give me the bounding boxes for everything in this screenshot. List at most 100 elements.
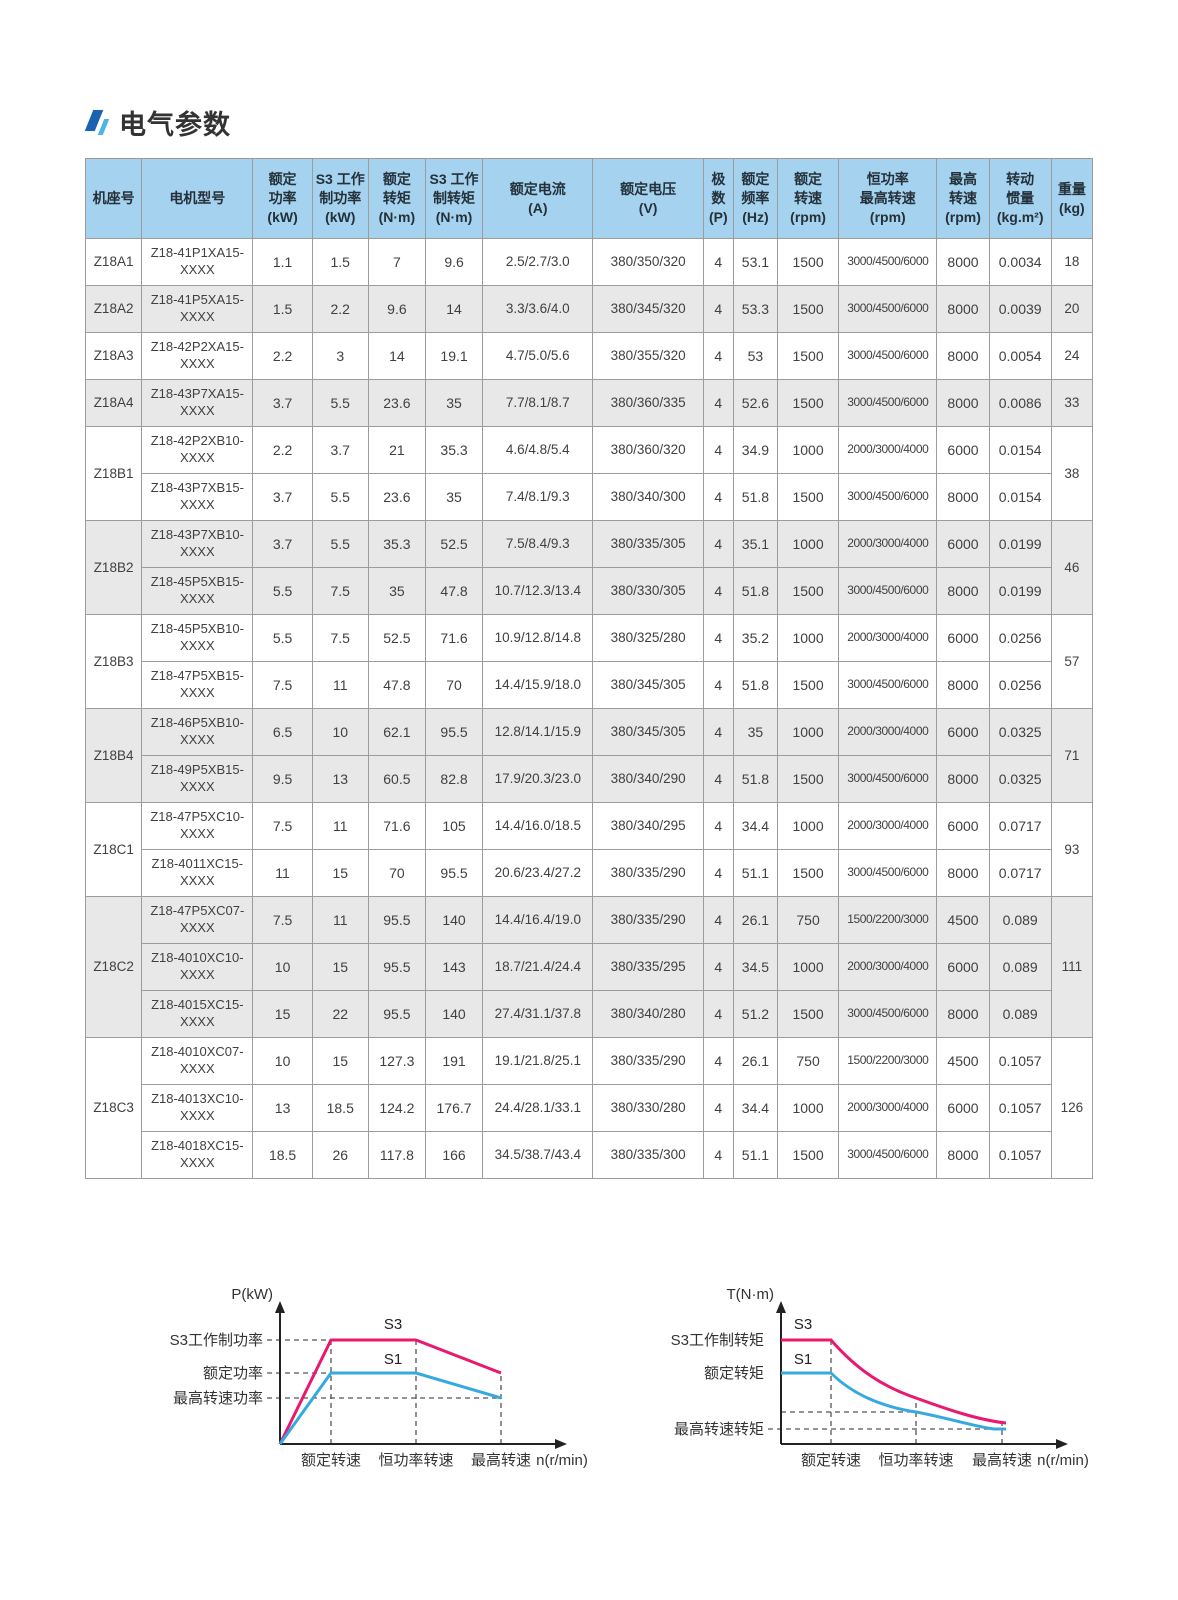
table-row: Z18A1 Z18-41P1XA15- XXXX 1.1 1.5 7 9.6 2.5/2.7… [84, 238, 1094, 286]
table-cell: 24.4/28.1/33.1 [482, 1084, 594, 1132]
column-header: 极数 (P) [702, 158, 734, 239]
table-cell: 95.5 [424, 849, 484, 897]
table-cell: Z18-46P5XB10- XXXX [141, 708, 254, 756]
table-cell: 5.5 [252, 614, 313, 662]
table-cell: 1000 [776, 708, 840, 756]
table-cell: 2000/3000/4000 [838, 426, 938, 474]
table-cell: 0.0256 [988, 661, 1052, 709]
section-title-row: 电气参数 [84, 103, 1093, 142]
table-cell: 7.5 [311, 614, 369, 662]
page-title: 电气参数 [119, 110, 231, 140]
table-row: Z18A4 Z18-43P7XA15- XXXX 3.7 5.5 23.6 35 7.7/8… [84, 379, 1094, 427]
table-cell: 2.5/2.7/3.0 [482, 238, 594, 286]
table-cell: 380/340/295 [592, 802, 704, 850]
s3-power-curve [278, 1338, 502, 1445]
table-cell: 4 [702, 567, 734, 615]
table-cell: 0.0717 [988, 849, 1052, 897]
table-row: Z18-4018XC15- XXXX 18.5 26 117.8 166 34.5/38.… [86, 1131, 1093, 1179]
table-cell: 51.8 [732, 473, 778, 521]
table-cell: 47.8 [424, 567, 484, 615]
column-header: 额定电压 (V) [592, 158, 704, 239]
table-cell: 51.2 [732, 990, 778, 1038]
table-cell: 0.0054 [988, 332, 1052, 380]
table-cell: 3.7 [311, 426, 369, 474]
column-header: 额定 转矩 (N·m) [367, 158, 426, 239]
power-chart-guides [267, 1339, 502, 1444]
table-cell: 20 [1050, 285, 1094, 333]
s1-power-curve [278, 1371, 502, 1445]
table-cell: Z18B3 [84, 614, 143, 709]
table-cell: 35 [424, 379, 484, 427]
table-cell: 0.0325 [988, 708, 1052, 756]
table-cell: 38 [1050, 426, 1094, 521]
table-cell: 380/360/335 [592, 379, 704, 427]
table-cell: 11 [311, 661, 369, 709]
table-cell: 2.2 [252, 332, 313, 380]
table-cell: 35 [367, 567, 426, 615]
column-header: 最高 转速 (rpm) [936, 158, 990, 239]
torque-chart-guides [768, 1340, 1003, 1444]
table-cell: 3.7 [252, 379, 313, 427]
table-row: Z18-4015XC15- XXXX 15 22 95.5 140 27.4/31.1/3… [86, 990, 1093, 1038]
table-cell: 1500 [776, 755, 840, 803]
table-cell: Z18-41P1XA15- XXXX [141, 238, 254, 286]
table-cell: 4 [702, 614, 734, 662]
table-cell: 4 [702, 661, 734, 709]
table-cell: 53 [732, 332, 778, 380]
table-cell: 2.2 [252, 426, 313, 474]
table-cell: 0.0086 [988, 379, 1052, 427]
lightning-slash-icon [84, 107, 111, 139]
table-cell: 8000 [936, 755, 990, 803]
spec-table-body: Z18A1 Z18-41P1XA15- XXXX 1.1 1.5 7 9.6 2.5/2.7… [84, 238, 1094, 1179]
table-cell: 15 [252, 990, 313, 1038]
table-cell: 0.0325 [988, 755, 1052, 803]
column-header: 额定电流 (A) [482, 158, 594, 239]
table-cell: 71.6 [367, 802, 426, 850]
table-row: Z18B4 Z18-46P5XB10- XXXX 6.5 10 62.1 95.5 12.8… [84, 708, 1094, 803]
table-cell: 52.5 [367, 614, 426, 662]
x-tick-label: 最高转速 [471, 1452, 531, 1469]
x-axis-arrow-icon [1056, 1439, 1068, 1449]
table-cell: 35.3 [367, 520, 426, 568]
table-cell: 380/350/320 [592, 238, 704, 286]
table-cell: Z18A4 [84, 379, 143, 427]
table-row: Z18B2 Z18-43P7XB10- XXXX 3.7 5.5 35.3 52.5 7.5… [84, 520, 1094, 615]
table-cell: Z18A3 [84, 332, 143, 380]
datasheet-page: 电气参数 机座号 电机型号 额定 功率 (kW) S3 工作 制功率 (kW) 额定 转… [84, 103, 1094, 1469]
table-cell: 7.4/8.1/9.3 [482, 473, 594, 521]
table-cell: 1500/2200/3000 [838, 896, 938, 944]
table-cell: 19.1/21.8/25.1 [482, 1037, 594, 1085]
table-cell: 4 [702, 943, 734, 991]
table-cell: 8000 [936, 379, 990, 427]
table-cell: 1500 [776, 990, 840, 1038]
table-cell: 0.089 [988, 990, 1052, 1038]
table-cell: 4 [702, 849, 734, 897]
table-cell: 14 [424, 285, 484, 333]
table-cell: 3000/4500/6000 [838, 567, 938, 615]
table-cell: 4 [702, 332, 734, 380]
table-cell: 380/330/305 [592, 567, 704, 615]
table-cell: 4 [702, 238, 734, 286]
y-tick-label: 额定功率 [203, 1365, 263, 1382]
table-cell: 9.5 [252, 755, 313, 803]
table-cell: 4 [702, 426, 734, 474]
y-tick-label: S3工作制功率 [170, 1332, 263, 1349]
table-cell: 0.0154 [988, 426, 1052, 474]
table-cell: 71 [1050, 708, 1094, 803]
table-cell: 1500 [776, 1131, 840, 1179]
table-cell: 51.1 [732, 849, 778, 897]
table-cell: 11 [311, 896, 369, 944]
column-header: 转动 惯量 (kg.m²) [988, 158, 1052, 239]
column-header: S3 工作 制功率 (kW) [311, 158, 369, 239]
table-cell: 15 [311, 1037, 369, 1085]
table-cell: 1500 [776, 567, 840, 615]
table-cell: 24 [1050, 332, 1094, 380]
table-cell: 10 [252, 943, 313, 991]
table-cell: 6000 [936, 426, 990, 474]
table-cell: 5.5 [311, 473, 369, 521]
table-cell: 2000/3000/4000 [838, 614, 938, 662]
x-axis-arrow-icon [555, 1439, 567, 1449]
table-cell: Z18-4011XC15- XXXX [141, 849, 254, 897]
table-cell: 23.6 [367, 379, 426, 427]
table-cell: 53.3 [732, 285, 778, 333]
